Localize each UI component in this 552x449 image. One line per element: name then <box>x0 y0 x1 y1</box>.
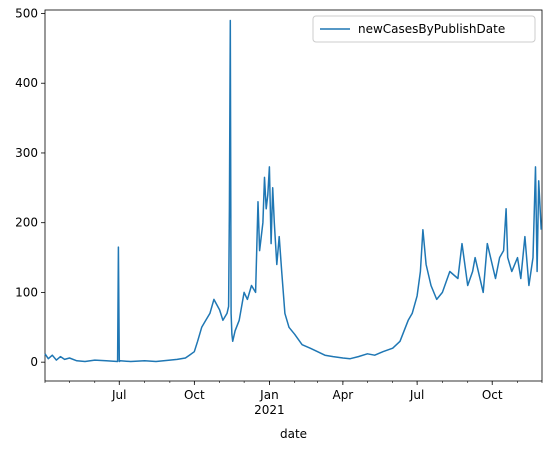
x-axis-title: date <box>280 427 307 441</box>
y-tick-label: 300 <box>15 146 38 160</box>
legend: newCasesByPublishDate <box>312 15 536 43</box>
y-tick-label: 500 <box>15 6 38 20</box>
plot-area <box>44 9 543 382</box>
legend-label: newCasesByPublishDate <box>358 22 505 36</box>
x-tick-label: Oct <box>482 388 503 402</box>
y-tick-label: 200 <box>15 216 38 230</box>
y-axis: 0 100 200 300 400 500 <box>15 6 45 369</box>
y-tick-label: 100 <box>15 285 38 299</box>
y-tick-label: 0 <box>30 355 38 369</box>
x-tick-label: Apr <box>332 388 353 402</box>
x-tick-label: Oct <box>184 388 205 402</box>
x-tick-label: Jan <box>259 388 279 402</box>
x-tick-label: Jul <box>409 388 424 402</box>
series-line-0 <box>44 19 542 363</box>
x-tick-label: Jul <box>111 388 126 402</box>
x-tick-sublabel: 2021 <box>254 403 285 417</box>
y-tick-label: 400 <box>15 76 38 90</box>
axes-frame <box>44 9 543 382</box>
legend-box <box>312 15 536 43</box>
